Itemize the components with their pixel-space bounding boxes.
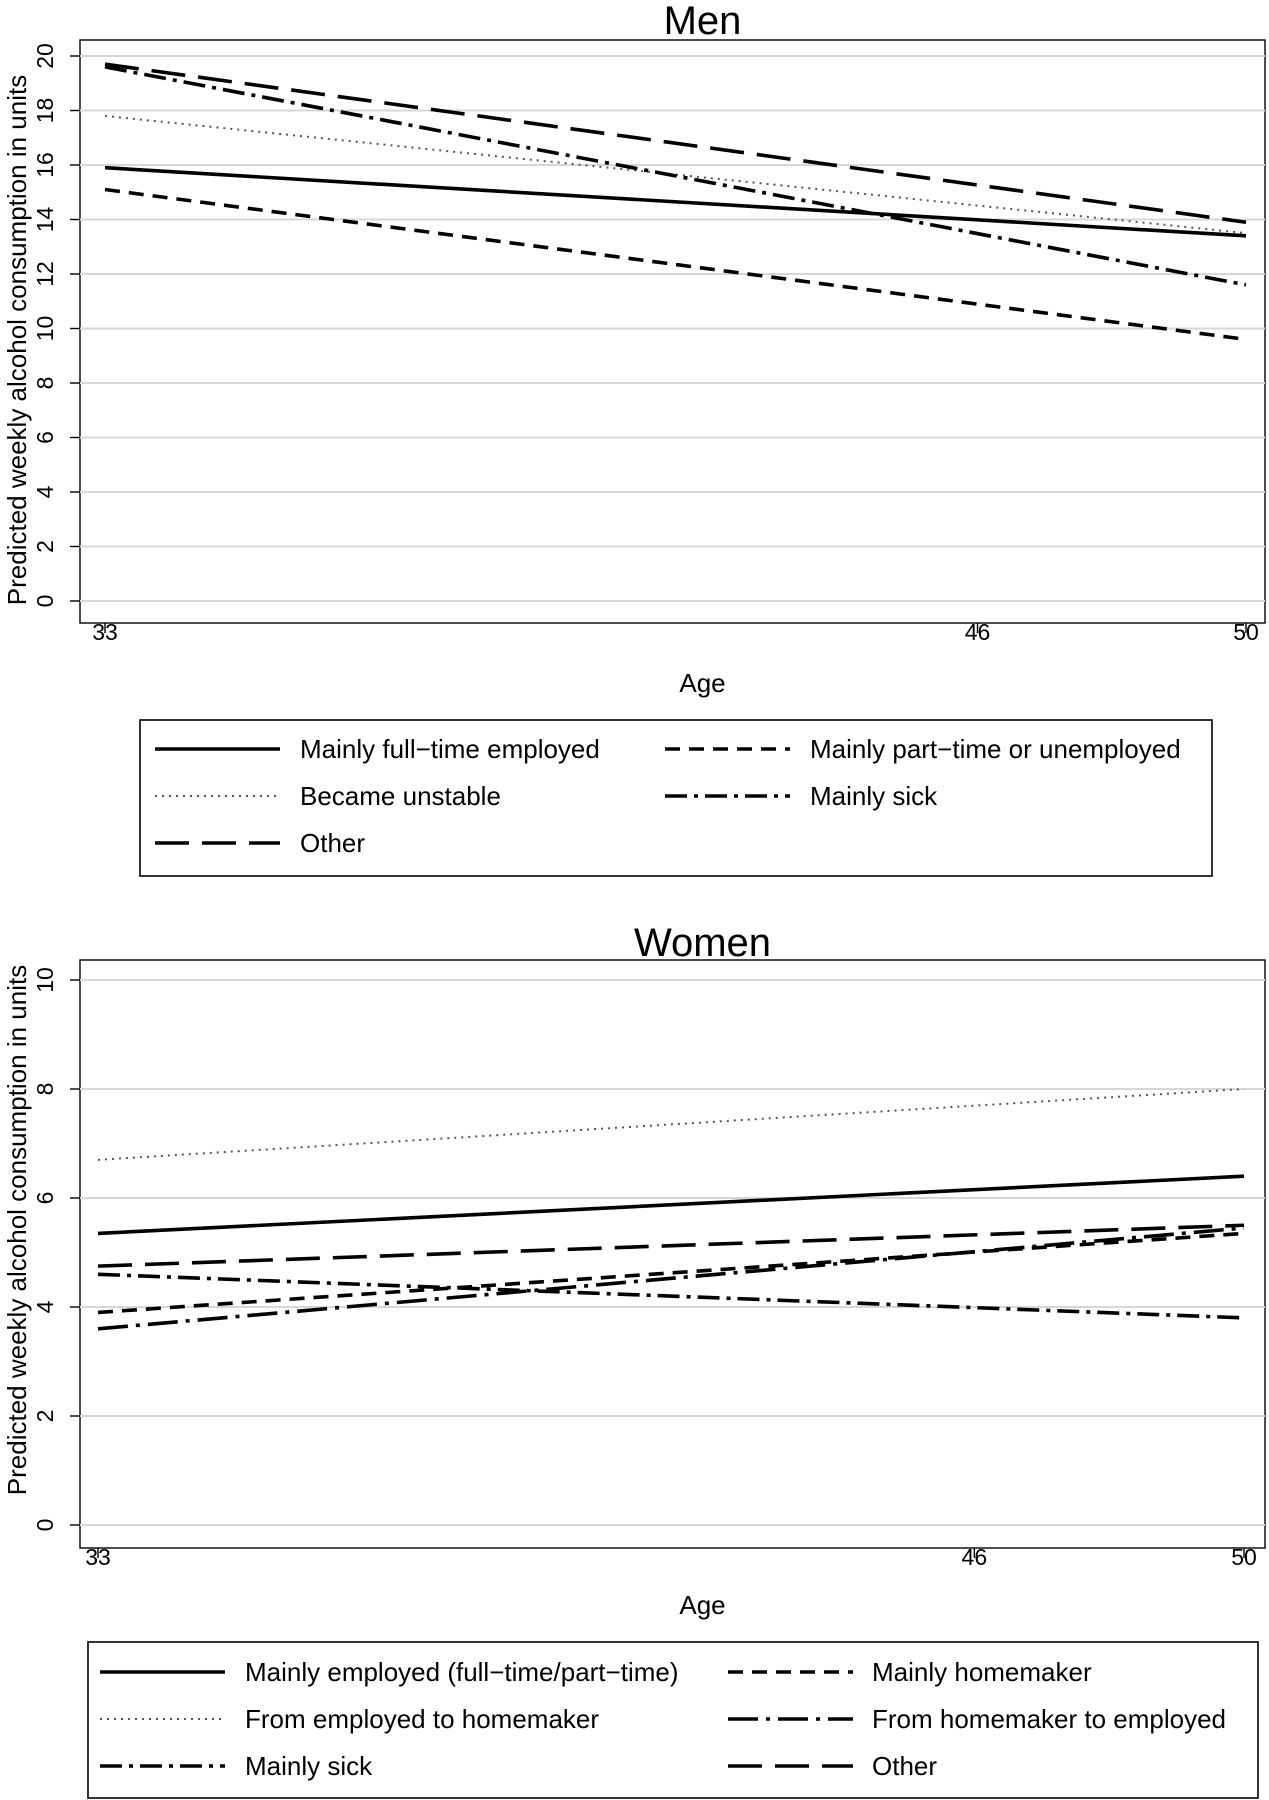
series-line	[97, 1272, 1245, 1320]
y-tick-label: 8	[32, 1083, 58, 1096]
y-tick-label: 2	[32, 540, 58, 553]
y-tick-label: 4	[32, 1300, 58, 1313]
x-axis-label: Age	[679, 1590, 725, 1620]
x-tick-label: 46	[965, 619, 991, 645]
y-tick-label: 10	[32, 316, 58, 342]
y-tick-label: 0	[32, 1519, 58, 1532]
y-tick-label: 20	[32, 43, 58, 69]
series-line	[97, 1088, 1245, 1161]
plot-frame	[79, 959, 1266, 1549]
x-tick-label: 33	[92, 619, 118, 645]
legend-box	[87, 1641, 1259, 1799]
y-tick-label: 8	[32, 377, 58, 390]
chart-title: Men	[664, 0, 742, 43]
plot-frame	[79, 39, 1266, 624]
series-line	[104, 187, 1247, 342]
x-tick-label: 46	[962, 1544, 988, 1570]
x-tick-label: 33	[85, 1544, 111, 1570]
legend-label: Mainly full−time employed	[300, 734, 600, 764]
legend-label: Became unstable	[300, 781, 501, 811]
legend-label: Mainly homemaker	[872, 1657, 1092, 1687]
series-line	[104, 62, 1247, 225]
legend: Mainly employed (full−time/part−time) Mai…	[87, 1641, 1259, 1799]
legend-label: From homemaker to employed	[872, 1704, 1226, 1734]
legend-label: Other	[300, 828, 365, 858]
series-line	[97, 1226, 1245, 1331]
series-line	[104, 65, 1247, 287]
series-line	[97, 1174, 1245, 1236]
x-axis-label: Age	[679, 668, 725, 698]
legend-box	[139, 719, 1213, 877]
x-tick-label: 50	[1233, 619, 1259, 645]
y-tick-label: 14	[32, 207, 58, 233]
y-tick-label: 0	[32, 595, 58, 608]
series-line	[97, 1223, 1245, 1268]
legend-label: Mainly part−time or unemployed	[810, 734, 1181, 764]
y-axis-label: Predicted weekly alcohol consumption in …	[2, 965, 32, 1495]
y-tick-label: 18	[32, 98, 58, 124]
chart-title: Women	[634, 921, 771, 965]
y-tick-label: 10	[32, 967, 58, 993]
y-tick-label: 4	[32, 485, 58, 498]
y-tick-label: 6	[32, 431, 58, 444]
series-line	[104, 165, 1247, 238]
x-tick-label: 50	[1231, 1544, 1257, 1570]
legend-label: Other	[872, 1751, 937, 1781]
y-tick-label: 16	[32, 152, 58, 178]
legend-label: Mainly sick	[810, 781, 938, 811]
y-tick-label: 12	[32, 261, 58, 287]
y-axis-label: Predicted weekly alcohol consumption in …	[2, 75, 32, 605]
y-tick-label: 2	[32, 1410, 58, 1423]
legend: Mainly full−time employed Mainly part−tim…	[139, 719, 1213, 877]
legend-label: Mainly sick	[245, 1751, 373, 1781]
legend-label: From employed to homemaker	[245, 1704, 599, 1734]
legend-label: Mainly employed (full−time/part−time)	[245, 1657, 679, 1687]
y-tick-label: 6	[32, 1192, 58, 1205]
